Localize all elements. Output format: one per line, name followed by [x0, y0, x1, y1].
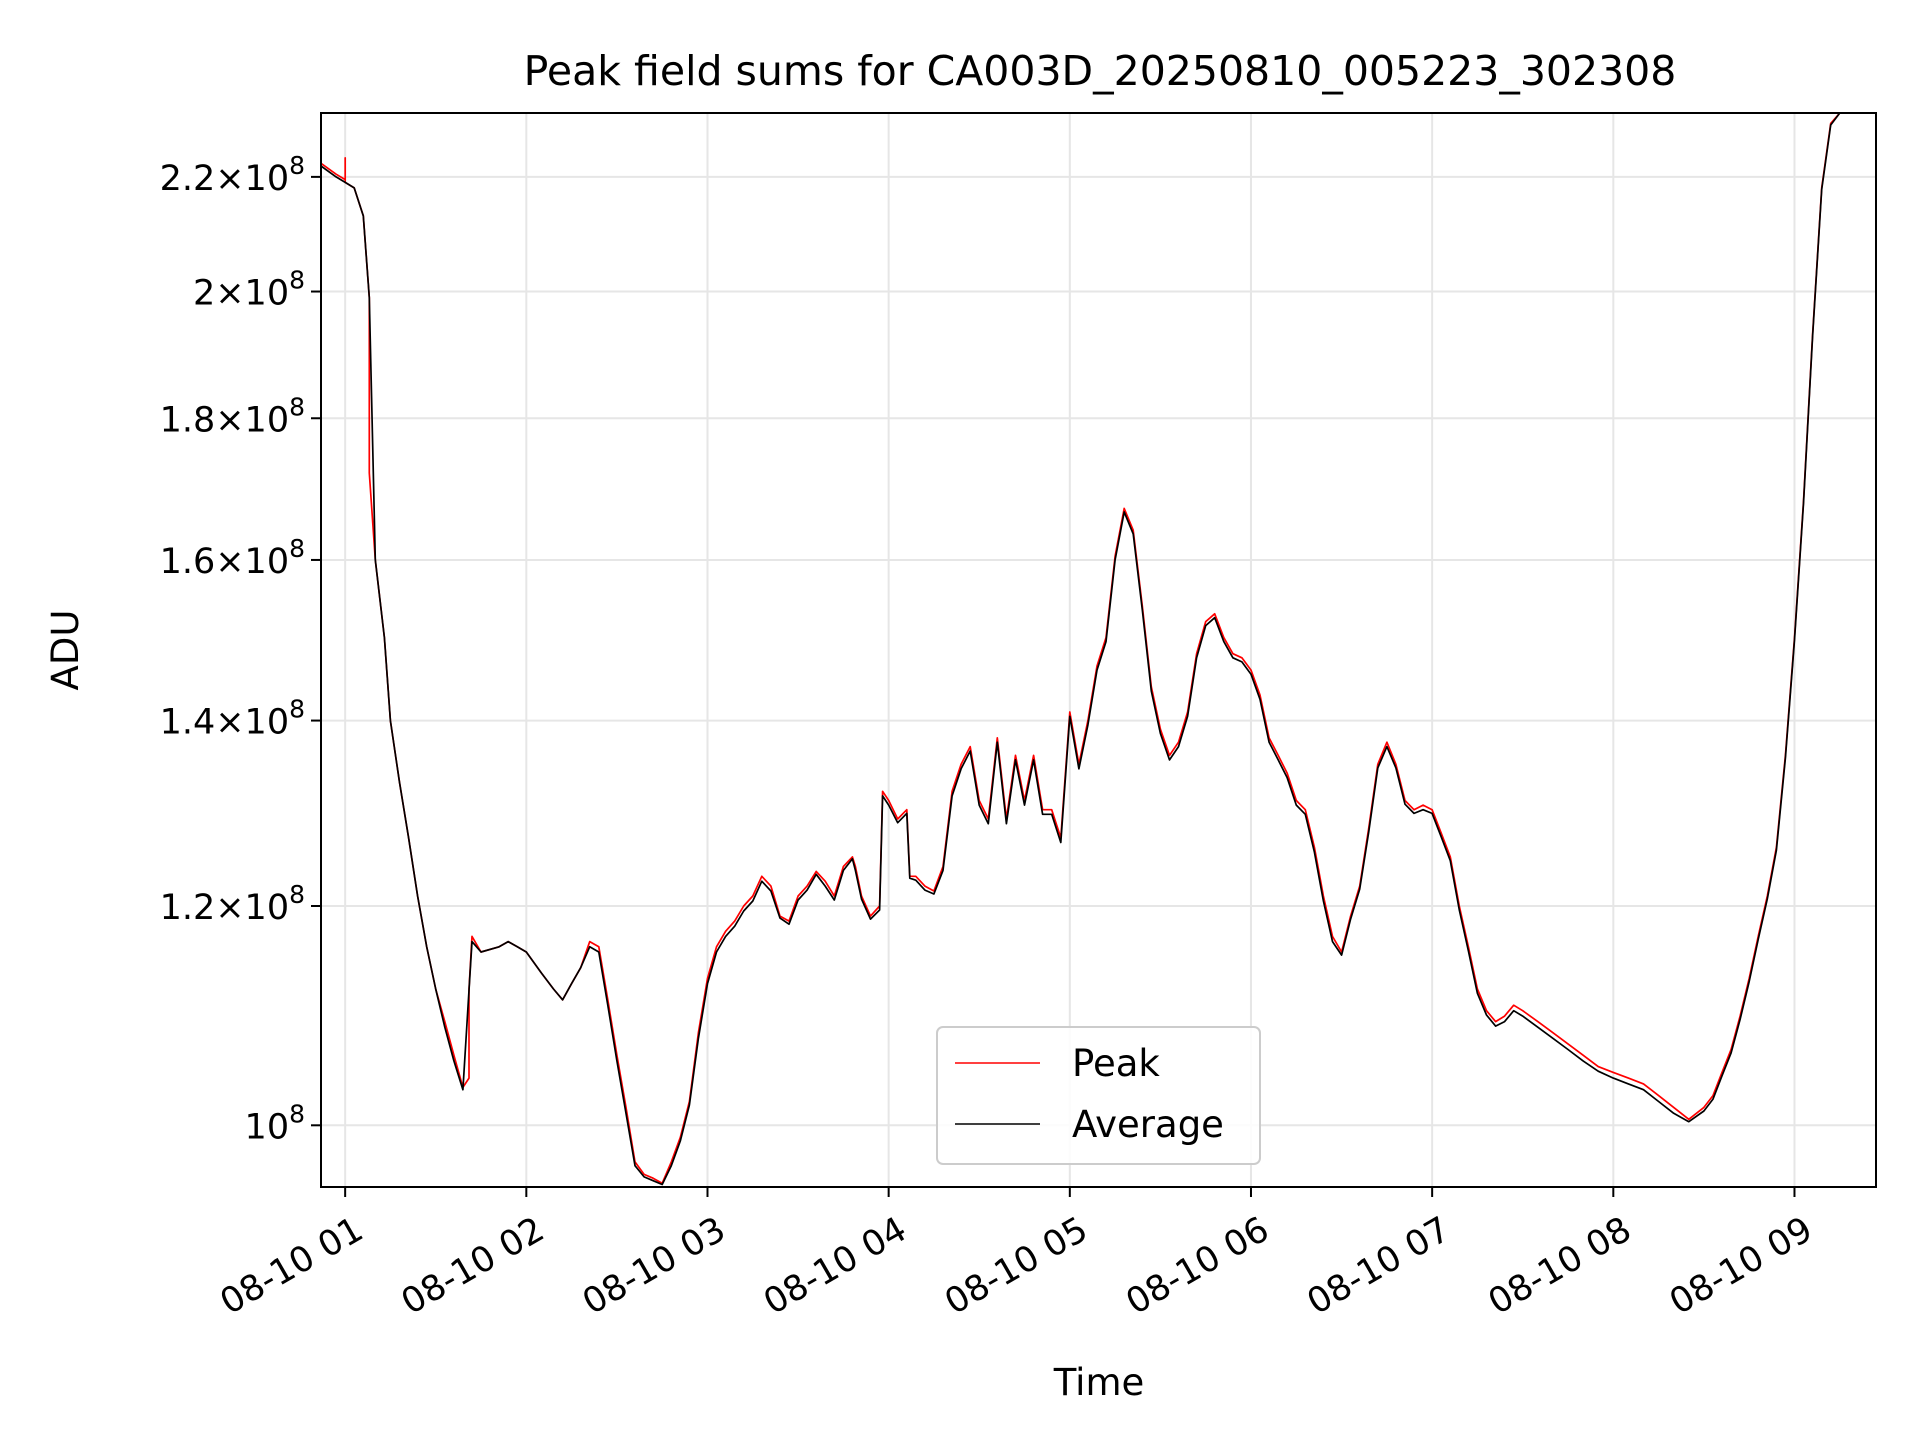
y-tick-label: 1.8×108 — [160, 392, 305, 440]
y-tick-label: 108 — [245, 1099, 305, 1147]
series-lines — [320, 112, 1841, 1186]
y-tick-label: 1.4×108 — [160, 695, 305, 743]
y-tick-label: 1.6×108 — [160, 534, 305, 582]
y-tick-label: 2×108 — [193, 266, 305, 314]
legend-box — [936, 1026, 1261, 1165]
x-axis-label: Time — [1053, 1361, 1145, 1404]
y-axis: 108 1.2×108 1.4×108 1.6×108 1.8×108 2×108 2.2×… — [160, 151, 321, 1147]
y-tick-label: 1.2×108 — [160, 880, 305, 928]
plot-frame — [320, 112, 1877, 1188]
chart-title: Peak field sums for CA003D_20250810_0052… — [524, 47, 1677, 95]
legend: Peak Average — [936, 1026, 1261, 1165]
y-tick-label: 2.2×108 — [160, 151, 305, 199]
y-axis-label: ADU — [44, 610, 87, 691]
legend-label-average: Average — [1072, 1103, 1224, 1146]
legend-label-peak: Peak — [1072, 1042, 1160, 1085]
series-line-average — [320, 112, 1841, 1186]
